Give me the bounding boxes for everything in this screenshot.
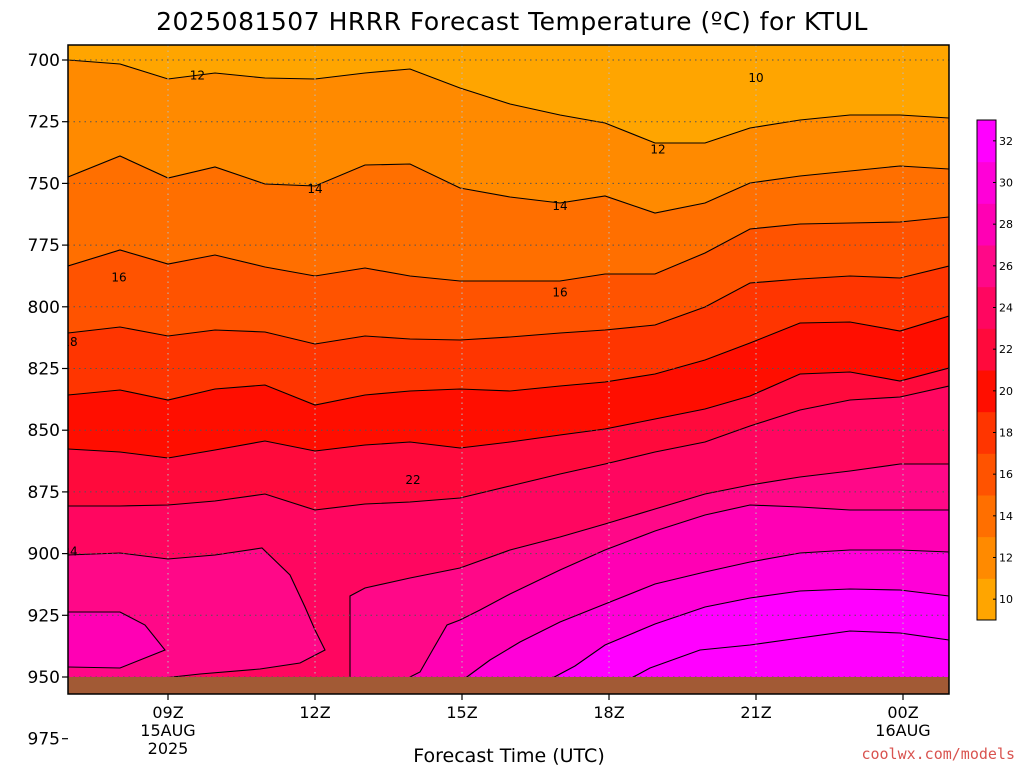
- x-tick-label: 00Z: [887, 703, 918, 722]
- colorbar-tick-label: 20: [999, 385, 1013, 398]
- x-tick-sublabel: 16AUG: [875, 721, 930, 740]
- colorbar-tick-label: 16: [999, 468, 1013, 481]
- contour-label-text: 10: [748, 71, 763, 85]
- isotherm-line: [544, 588, 949, 683]
- colorbar-tick-label: 30: [999, 177, 1013, 190]
- colorbar-tick-label: 26: [999, 260, 1013, 273]
- isotherm-line: [68, 385, 949, 511]
- y-axis: 700 725 750 775 800 825 850 875 900 925 950 975: [28, 51, 68, 750]
- contour-label-text: 12: [650, 142, 665, 156]
- colorbar-swatch: [977, 411, 996, 454]
- contour-label: 22: [405, 473, 420, 487]
- contour-label-text: 16: [111, 271, 126, 285]
- contour-label: 24: [62, 545, 78, 559]
- isotherm-line: [68, 367, 949, 459]
- isotherm-line: [68, 265, 949, 345]
- isotherm-line: [68, 155, 949, 214]
- colorbar-swatch: [977, 286, 996, 329]
- isotherm-line: [399, 504, 949, 683]
- colorbar-swatch: [977, 161, 996, 204]
- isotherm-line: [68, 59, 949, 144]
- y-tick-label: 750: [28, 174, 60, 194]
- plot-area: 12 10 12 14 14 16 16 18 22 24: [62, 45, 949, 694]
- contour-label: 16: [552, 285, 567, 299]
- contour-label-text: 12: [190, 68, 205, 82]
- contour-labels: 12 10 12 14 14 16 16 18 22 24: [62, 68, 764, 559]
- colorbar-swatch: [977, 370, 996, 413]
- y-tick-label: 700: [28, 51, 60, 71]
- temperature-bands: [68, 45, 949, 694]
- colorbar-swatch: [977, 578, 996, 621]
- isotherm-line: [68, 315, 949, 406]
- x-axis-title: Forecast Time (UTC): [413, 745, 604, 767]
- y-tick-label: 900: [28, 545, 60, 565]
- colorbar-tick-label: 18: [999, 427, 1013, 440]
- y-tick-label: 975: [28, 730, 60, 750]
- contour-label-text: 14: [307, 182, 322, 196]
- contour-label: 14: [552, 199, 567, 213]
- contour-label-text: 18: [62, 335, 77, 349]
- colorbar-swatch: [977, 120, 996, 163]
- colorbar-tick-label: 24: [999, 302, 1013, 315]
- contour-label-text: 24: [62, 545, 77, 559]
- x-tick-label: 09Z: [152, 703, 183, 722]
- colorbar-swatch: [977, 453, 996, 496]
- credit-text: coolwx.com/models: [861, 745, 1015, 763]
- plot-frame: [67, 44, 950, 695]
- x-tick-label: 15Z: [446, 703, 477, 722]
- colorbar-swatch: [977, 245, 996, 288]
- colorbar-tick-label: 28: [999, 218, 1013, 231]
- colorbar-frame: [976, 119, 997, 621]
- band-27-29-west: [68, 612, 165, 668]
- contour-label-text: 16: [552, 285, 567, 299]
- colorbar-swatch: [977, 203, 996, 246]
- colorbar-tick-label: 12: [999, 552, 1013, 565]
- colorbar-swatch: [977, 328, 996, 371]
- isotherm-line: [623, 630, 949, 683]
- y-tick-label: 725: [28, 113, 60, 133]
- y-tick-label: 925: [28, 606, 60, 626]
- colorbar-tick-label: 10: [999, 593, 1013, 606]
- contour-label: 18: [62, 335, 78, 349]
- isotherm-lines: [68, 59, 949, 683]
- y-tick-label: 950: [28, 668, 60, 688]
- y-tick-label: 875: [28, 483, 60, 503]
- contour-label: 12: [650, 142, 665, 156]
- contour-label: 14: [307, 182, 322, 196]
- x-tick-sublabel: 2025: [148, 739, 189, 758]
- colorbar-tick-label: 22: [999, 343, 1013, 356]
- contour-label: 12: [190, 68, 205, 82]
- x-tick-sublabel: 15AUG: [140, 721, 195, 740]
- colorbar-swatch: [977, 495, 996, 538]
- contour-label: 10: [748, 71, 763, 85]
- x-tick-label: 18Z: [593, 703, 624, 722]
- y-tick-label: 800: [28, 298, 60, 318]
- colorbar-tick-label: 14: [999, 510, 1013, 523]
- ground-surface: [68, 677, 949, 694]
- colorbar: 10 12 14 16 18 20 22 24 26 28 30 32: [976, 119, 1013, 621]
- isotherm-line: [68, 611, 166, 669]
- isotherm-line: [459, 549, 949, 683]
- isotherm-line: [68, 463, 949, 681]
- x-tick-label: 21Z: [740, 703, 771, 722]
- contour-label-text: 22: [405, 473, 420, 487]
- colorbar-swatch: [977, 536, 996, 579]
- chart-title: 2025081507 HRRR Forecast Temperature (ºC…: [156, 7, 868, 36]
- y-tick-label: 775: [28, 236, 60, 256]
- colorbar-tick-label: 32: [999, 135, 1013, 148]
- y-tick-label: 850: [28, 421, 60, 441]
- y-tick-label: 825: [28, 360, 60, 380]
- isotherm-line: [68, 216, 949, 282]
- contour-label: 16: [111, 271, 126, 285]
- x-tick-label: 12Z: [299, 703, 330, 722]
- contour-label-text: 14: [552, 199, 567, 213]
